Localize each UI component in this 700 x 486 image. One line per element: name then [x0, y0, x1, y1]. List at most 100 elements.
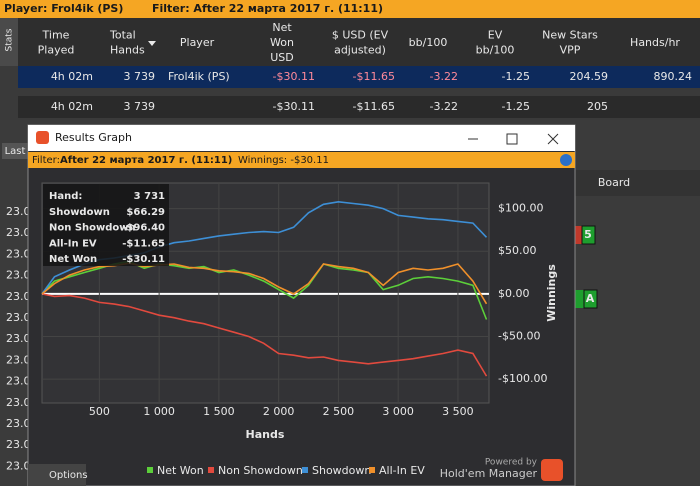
- row-value: 23.0: [6, 205, 31, 218]
- brand-logo: [541, 459, 563, 481]
- stats-tab[interactable]: [0, 18, 18, 66]
- y-tick-label: $0.00: [498, 287, 530, 300]
- cell: 3 739: [124, 100, 156, 113]
- row-value: 23.0: [6, 459, 31, 472]
- table-header: [0, 18, 700, 66]
- column-header[interactable]: Time: [42, 29, 70, 42]
- legend-swatch: [369, 467, 375, 473]
- cell: -1.25: [502, 100, 530, 113]
- tooltip-label: All-In EV: [49, 238, 97, 249]
- total-row: [18, 96, 700, 118]
- column-header[interactable]: bb/100: [409, 36, 448, 49]
- column-header[interactable]: Won: [270, 36, 294, 49]
- card: [581, 225, 596, 245]
- tooltip-label: Showdown: [49, 207, 110, 218]
- column-header[interactable]: EV: [488, 29, 503, 42]
- legend-label[interactable]: Non Showdown: [218, 464, 303, 477]
- winnings: Winnings: -$30.11: [238, 155, 329, 166]
- x-tick-label: 3 500: [442, 405, 474, 418]
- tooltip-value: 3 731: [134, 191, 165, 202]
- y-axis-label: Winnings: [545, 264, 558, 322]
- x-tick-label: 500: [89, 405, 110, 418]
- card-label: A: [586, 292, 595, 305]
- row-value: 23.0: [6, 396, 31, 409]
- column-header[interactable]: Net: [272, 21, 292, 34]
- tooltip: [43, 184, 169, 266]
- y-tick-label: $50.00: [498, 244, 537, 257]
- legend-swatch: [147, 467, 153, 473]
- cell: 4h 02m: [51, 70, 93, 83]
- help-icon[interactable]: [560, 154, 572, 166]
- x-tick-label: 2 000: [263, 405, 295, 418]
- cell: Frol4ik (PS): [168, 70, 230, 83]
- row-value: 23.0: [6, 417, 31, 430]
- column-header[interactable]: $ USD (EV: [332, 29, 389, 42]
- legend-label[interactable]: Net Won: [157, 464, 204, 477]
- maximize-button[interactable]: [506, 133, 518, 145]
- board-header: [575, 170, 700, 196]
- cell: 4h 02m: [51, 100, 93, 113]
- tooltip-value: -$30.11: [122, 254, 165, 265]
- brand: Hold'em Manager: [440, 467, 538, 480]
- filter-label: Filter:: [32, 155, 60, 166]
- tooltip-label: Non Showdown: [49, 223, 136, 234]
- sort-arrow[interactable]: [148, 41, 156, 46]
- column-header[interactable]: adjusted): [334, 44, 386, 57]
- column-header[interactable]: Hands/hr: [630, 36, 680, 49]
- row-value: 23.0: [6, 311, 31, 324]
- row-value: 23.0: [6, 269, 31, 282]
- row-value: 23.0: [6, 226, 31, 239]
- powered-by: Powered by: [485, 458, 538, 468]
- column-header[interactable]: Played: [38, 44, 75, 57]
- row-value: 23.0: [6, 375, 31, 388]
- tooltip-value: -$11.65: [122, 238, 165, 249]
- column-header[interactable]: VPP: [560, 44, 581, 57]
- column-header[interactable]: Hands: [110, 44, 145, 57]
- row-value: 23.0: [6, 353, 31, 366]
- column-header[interactable]: bb/100: [476, 44, 515, 57]
- tooltip-label: Hand:: [49, 191, 82, 202]
- y-tick-label: -$50.00: [498, 329, 540, 342]
- cell: 205: [587, 100, 608, 113]
- x-tick-label: 1 500: [203, 405, 235, 418]
- row-value: 23.0: [6, 438, 31, 451]
- options-button[interactable]: [28, 464, 86, 486]
- cell: -3.22: [430, 70, 458, 83]
- x-tick-label: 3 000: [382, 405, 414, 418]
- column-header[interactable]: Total: [109, 29, 136, 42]
- series-line: [41, 293, 488, 377]
- row-value: 23.0: [6, 332, 31, 345]
- last-button[interactable]: [2, 143, 28, 159]
- y-tick-label: -$100.00: [498, 372, 547, 385]
- tooltip-value: $66.29: [126, 207, 165, 218]
- card: [583, 289, 598, 309]
- window-filter-bar: [28, 152, 575, 168]
- column-header[interactable]: Player: [180, 36, 215, 49]
- options-label[interactable]: Options: [49, 470, 88, 481]
- column-header[interactable]: USD: [270, 51, 294, 64]
- cell: -$11.65: [353, 70, 395, 83]
- x-tick-label: 1 000: [143, 405, 175, 418]
- x-axis-label: Hands: [246, 428, 285, 441]
- legend-swatch: [208, 467, 214, 473]
- tooltip-value: -$96.40: [122, 223, 165, 234]
- column-header[interactable]: New Stars: [542, 29, 598, 42]
- legend-label[interactable]: Showdown: [312, 464, 371, 477]
- close-button[interactable]: [547, 133, 559, 145]
- player: Player: Frol4ik (PS): [4, 2, 123, 15]
- last-label[interactable]: Last: [5, 146, 26, 157]
- app-icon: [36, 131, 49, 144]
- board-label: Board: [598, 176, 630, 189]
- filter-value: After 22 марта 2017 г. (11:11): [60, 155, 232, 166]
- window-title: Results Graph: [55, 131, 132, 144]
- y-tick-label: $100.00: [498, 202, 544, 215]
- cell: -$30.11: [273, 100, 315, 113]
- legend-label[interactable]: All-In EV: [379, 464, 425, 477]
- tooltip-label: Net Won: [49, 254, 97, 265]
- cell: 204.59: [570, 70, 609, 83]
- selected-row[interactable]: [18, 66, 700, 88]
- legend-swatch: [302, 467, 308, 473]
- stats-tab-label[interactable]: Stats: [5, 28, 15, 51]
- cell: -$30.11: [273, 70, 315, 83]
